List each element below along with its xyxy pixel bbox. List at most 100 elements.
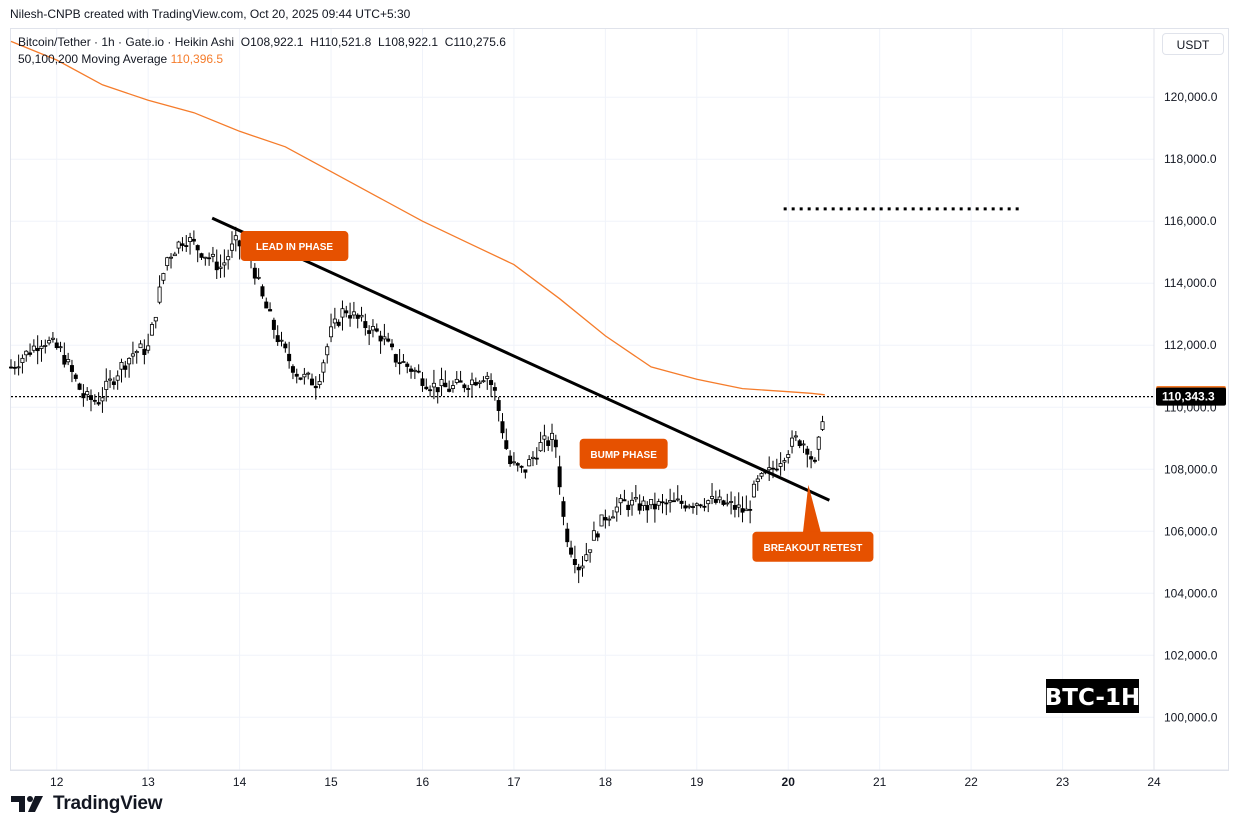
candle-body bbox=[546, 440, 551, 446]
candle-body bbox=[496, 400, 501, 411]
candle-body bbox=[782, 460, 787, 463]
candle-body bbox=[652, 503, 657, 510]
candle-body bbox=[771, 467, 776, 470]
x-tick-label: 22 bbox=[964, 775, 978, 789]
candle-body bbox=[329, 326, 334, 338]
symbol-legend[interactable]: Bitcoin/Tether · 1h · Gate.io · Heikin A… bbox=[18, 35, 506, 49]
candle-body bbox=[260, 286, 265, 297]
candle-body bbox=[153, 316, 158, 322]
currency-button[interactable]: USDT bbox=[1162, 33, 1224, 55]
candle-body bbox=[340, 308, 345, 318]
candle-body bbox=[591, 530, 596, 541]
low-value: L108,922.1 bbox=[378, 35, 439, 49]
candle-body bbox=[805, 448, 810, 455]
candle-body bbox=[218, 266, 223, 269]
candle-body bbox=[412, 369, 417, 372]
candle-body bbox=[66, 359, 71, 363]
candle-body bbox=[96, 402, 101, 405]
candle-body bbox=[698, 504, 703, 507]
candle-body bbox=[283, 343, 288, 349]
candle-body bbox=[367, 330, 372, 334]
descending-trendline[interactable] bbox=[211, 216, 831, 502]
x-tick-label: 14 bbox=[233, 775, 247, 789]
candle-body bbox=[675, 498, 680, 501]
candle-body bbox=[279, 339, 284, 342]
candle-body bbox=[226, 256, 231, 261]
candle-body bbox=[530, 456, 535, 459]
tradingview-logo[interactable]: TradingView bbox=[11, 792, 163, 816]
candle-body bbox=[550, 432, 555, 440]
candle-body bbox=[660, 501, 665, 504]
candle-body bbox=[595, 533, 600, 538]
ma-value: 110,396.5 bbox=[170, 52, 224, 66]
candle-body bbox=[462, 384, 467, 389]
candle-body bbox=[409, 368, 414, 372]
candle-body bbox=[508, 455, 513, 465]
symbol-line: Bitcoin/Tether · 1h · Gate.io · Heikin A… bbox=[18, 35, 235, 49]
candle-body bbox=[729, 501, 734, 503]
candle-body bbox=[214, 261, 219, 271]
candle-body bbox=[584, 554, 589, 561]
candle-body bbox=[172, 253, 177, 257]
candle-body bbox=[351, 311, 356, 316]
candle-body bbox=[188, 237, 193, 242]
candle-body bbox=[793, 435, 798, 438]
candle-body bbox=[184, 245, 189, 247]
candle-body bbox=[298, 377, 303, 380]
candle-body bbox=[111, 381, 116, 385]
candle-body bbox=[511, 461, 516, 464]
candle-body bbox=[268, 309, 273, 312]
annotation-box[interactable] bbox=[240, 231, 349, 262]
candle-body bbox=[633, 497, 638, 500]
candle-body bbox=[62, 355, 67, 365]
candle-body bbox=[538, 442, 543, 452]
annotation-box[interactable] bbox=[579, 438, 668, 469]
candle-body bbox=[721, 500, 726, 505]
candle-body bbox=[386, 338, 391, 342]
candle-body bbox=[790, 437, 795, 447]
candle-body bbox=[759, 473, 764, 477]
candle-body bbox=[786, 454, 791, 458]
candle-body bbox=[12, 366, 17, 369]
y-tick-label: 118,000.0 bbox=[1164, 152, 1217, 166]
candle-body bbox=[656, 501, 661, 506]
candle-body bbox=[401, 361, 406, 363]
candle-body bbox=[104, 380, 109, 390]
ma-legend[interactable]: 50,100,200 Moving Average 110,396.5 bbox=[18, 52, 223, 66]
candle-body bbox=[256, 276, 261, 279]
candle-body bbox=[119, 362, 124, 370]
candle-body bbox=[626, 504, 631, 511]
candle-body bbox=[229, 243, 234, 251]
candle-body bbox=[169, 256, 174, 259]
candle-body bbox=[180, 243, 185, 246]
x-tick-label: 19 bbox=[690, 775, 704, 789]
candle-body bbox=[294, 373, 299, 377]
candle-body bbox=[477, 381, 482, 384]
chart-title: BTC-1H bbox=[1045, 685, 1140, 711]
candle-body bbox=[142, 348, 147, 355]
candle-body bbox=[405, 363, 410, 367]
candle-body bbox=[165, 257, 170, 267]
candle-body bbox=[649, 499, 654, 506]
candle-body bbox=[359, 314, 364, 318]
tradingview-wordmark: TradingView bbox=[53, 793, 163, 814]
chart-credit: Nilesh-CNPB created with TradingView.com… bbox=[10, 7, 411, 21]
x-tick-label: 13 bbox=[141, 775, 155, 789]
candle-body bbox=[569, 547, 574, 555]
candle-body bbox=[325, 346, 330, 356]
candle-body bbox=[671, 500, 676, 503]
candle-body bbox=[504, 440, 509, 449]
candle-body bbox=[313, 385, 318, 389]
candle-body bbox=[130, 353, 135, 357]
candle-body bbox=[8, 366, 13, 369]
candle-body bbox=[370, 326, 375, 331]
candle-body bbox=[542, 435, 547, 440]
annotation-box[interactable] bbox=[752, 531, 874, 562]
candle-body bbox=[641, 500, 646, 507]
candle-body bbox=[58, 346, 63, 349]
last-price-tag-label: 110,343.3 bbox=[1162, 390, 1215, 404]
open-value: O108,922.1 bbox=[240, 35, 304, 49]
candle-body bbox=[134, 351, 139, 354]
candle-body bbox=[515, 463, 520, 466]
